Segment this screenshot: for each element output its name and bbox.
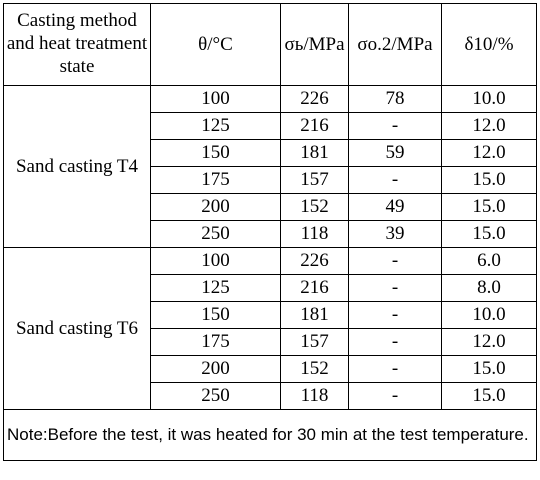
cell-elongation: 12.0 xyxy=(441,139,537,167)
cell-elongation: 10.0 xyxy=(441,301,537,329)
cell-elongation: 6.0 xyxy=(441,247,537,275)
cell-yield-strength: - xyxy=(348,301,442,329)
table-row: 150 181 59 12.0 xyxy=(4,139,537,167)
cell-temperature: 250 xyxy=(150,382,281,410)
cell-elongation: 12.0 xyxy=(441,328,537,356)
cell-yield-strength: - xyxy=(348,382,442,410)
cell-elongation: 15.0 xyxy=(441,220,537,248)
cell-yield-strength: - xyxy=(348,328,442,356)
cell-temperature: 150 xyxy=(150,301,281,329)
cell-temperature: 175 xyxy=(150,328,281,356)
header-tensile-strength: σь/MPa xyxy=(280,3,349,86)
note-row: Note:Before the test, it was heated for … xyxy=(3,409,537,461)
cell-tensile-strength: 226 xyxy=(280,85,349,113)
cell-elongation: 15.0 xyxy=(441,166,537,194)
cell-elongation: 15.0 xyxy=(441,382,537,410)
header-temperature: θ/°C xyxy=(150,3,281,86)
cell-elongation: 12.0 xyxy=(441,112,537,140)
cell-tensile-strength: 118 xyxy=(280,382,349,410)
cell-yield-strength: - xyxy=(348,247,442,275)
cell-temperature: 250 xyxy=(150,220,281,248)
properties-table: Casting method and heat treatment state … xyxy=(3,3,537,461)
cell-tensile-strength: 157 xyxy=(280,328,349,356)
cell-tensile-strength: 226 xyxy=(280,247,349,275)
cell-yield-strength: 39 xyxy=(348,220,442,248)
cell-elongation: 15.0 xyxy=(441,355,537,383)
cell-temperature: 175 xyxy=(150,166,281,194)
cell-temperature: 100 xyxy=(150,247,281,275)
header-row: Casting method and heat treatment state … xyxy=(3,3,537,86)
cell-yield-strength: - xyxy=(348,166,442,194)
header-method: Casting method and heat treatment state xyxy=(3,3,151,86)
cell-method: Sand casting T4 xyxy=(3,85,151,248)
cell-tensile-strength: 152 xyxy=(280,355,349,383)
cell-temperature: 100 xyxy=(150,85,281,113)
note-text: Note:Before the test, it was heated for … xyxy=(3,409,537,461)
cell-method: Sand casting T6 xyxy=(3,247,151,410)
cell-yield-strength: - xyxy=(348,274,442,302)
cell-tensile-strength: 157 xyxy=(280,166,349,194)
cell-yield-strength: 59 xyxy=(348,139,442,167)
cell-yield-strength: 78 xyxy=(348,85,442,113)
cell-tensile-strength: 152 xyxy=(280,193,349,221)
cell-yield-strength: 49 xyxy=(348,193,442,221)
table-row: 175 157-15.0 xyxy=(4,166,537,194)
cell-tensile-strength: 118 xyxy=(280,220,349,248)
table-row: 250 118 39 15.0 xyxy=(4,220,537,248)
header-yield-strength: σo.2/MPa xyxy=(348,3,442,86)
cell-temperature: 125 xyxy=(150,112,281,140)
cell-tensile-strength: 181 xyxy=(280,301,349,329)
cell-elongation: 10.0 xyxy=(441,85,537,113)
cell-yield-strength: - xyxy=(348,112,442,140)
table-row: 125 216-8.0 xyxy=(4,274,537,302)
cell-tensile-strength: 181 xyxy=(280,139,349,167)
cell-temperature: 150 xyxy=(150,139,281,167)
cell-temperature: 125 xyxy=(150,274,281,302)
cell-temperature: 200 xyxy=(150,193,281,221)
table-row: 200 152-15.0 xyxy=(4,355,537,383)
cell-tensile-strength: 216 xyxy=(280,274,349,302)
header-elongation: δ10/% xyxy=(441,3,537,86)
cell-elongation: 8.0 xyxy=(441,274,537,302)
cell-yield-strength: - xyxy=(348,355,442,383)
table-row: Sand casting T6 100 226-6.0 xyxy=(3,247,537,410)
cell-elongation: 15.0 xyxy=(441,193,537,221)
cell-tensile-strength: 216 xyxy=(280,112,349,140)
table-body: Sand casting T4 100 226 78 10.0 125 216-12.0 15… xyxy=(3,85,537,410)
cell-temperature: 200 xyxy=(150,355,281,383)
table-row: Sand casting T4 100 226 78 10.0 xyxy=(3,85,537,248)
